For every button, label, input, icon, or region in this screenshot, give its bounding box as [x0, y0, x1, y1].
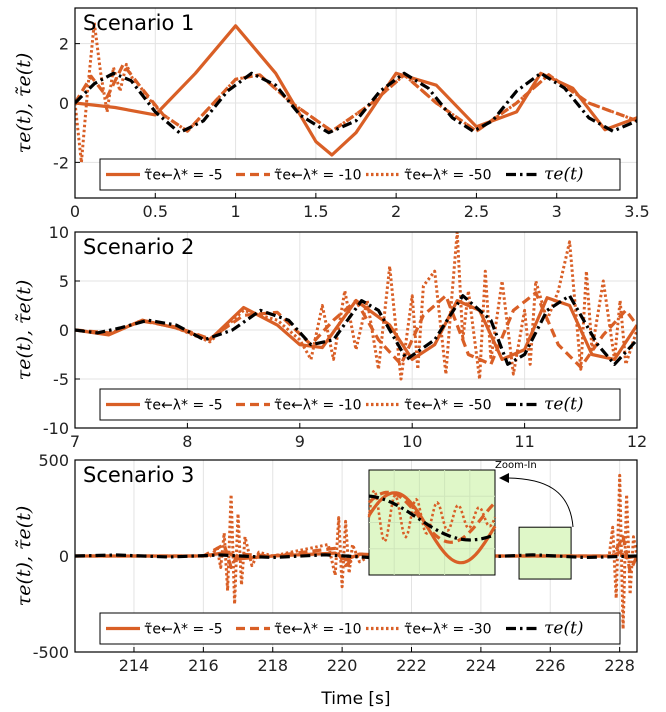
- y-tick-label: 5: [59, 272, 69, 291]
- x-tick-label: 3.5: [624, 202, 649, 221]
- legend-label: τ̃e←λ* = -50: [404, 168, 492, 184]
- x-tick-label: 1: [230, 202, 240, 221]
- series-line-0: [75, 24, 637, 157]
- legend-box: [99, 612, 621, 645]
- x-tick-label: 220: [327, 656, 358, 675]
- zoom-arrow-head: [499, 473, 509, 483]
- legend: τ̃e←λ* = -5 τ̃e←λ* = -10 τ̃e←λ* = -30 τe(t): [99, 612, 621, 645]
- y-axis-label: τe(t), τ̃e(t): [13, 280, 35, 381]
- x-tick-label: 7: [70, 432, 80, 451]
- y-tick-label: 0: [59, 547, 69, 566]
- legend-label: τe(t): [544, 395, 584, 415]
- x-tick-label: 216: [188, 656, 219, 675]
- axes-frame: [74, 231, 638, 429]
- axes-frame: [74, 459, 638, 653]
- legend-label: τ̃e←λ* = -10: [274, 398, 362, 414]
- panel-2: 7 8 9 10 11 12 -10 -5 0 5 10 τe(t), τ̃e(t) Scenario …: [13, 223, 647, 451]
- y-tick-label: 2: [59, 35, 69, 54]
- series-line-3: [75, 71, 637, 135]
- legend-label: τ̃e←λ* = -5: [144, 168, 223, 184]
- panel-title: Scenario 1: [83, 11, 194, 35]
- x-tick-label: 0: [70, 202, 80, 221]
- zoom-source-box: [518, 526, 572, 580]
- legend-label: τ̃e←λ* = -30: [404, 622, 492, 638]
- legend: τ̃e←λ* = -5 τ̃e←λ* = -10 τ̃e←λ* = -50 τe(t): [99, 388, 621, 421]
- x-tick-label: 226: [535, 656, 566, 675]
- zoom-in-label: Zoom-In: [495, 460, 537, 471]
- x-tick-label: 12: [627, 432, 647, 451]
- x-tick-label: 10: [402, 432, 422, 451]
- x-tick-label: 11: [514, 432, 534, 451]
- legend-label: τ̃e←λ* = -5: [144, 622, 223, 638]
- y-axis-label: τe(t), τ̃e(t): [13, 53, 35, 154]
- legend-label: τ̃e←λ* = -5: [144, 398, 223, 414]
- y-tick-label: 0: [59, 321, 69, 340]
- y-tick-label: -500: [33, 643, 69, 662]
- legend-label: τ̃e←λ* = -10: [274, 168, 362, 184]
- legend-label: τe(t): [544, 165, 584, 185]
- zoom-series-solid: [367, 491, 497, 565]
- legend-label: τe(t): [544, 619, 584, 639]
- y-tick-label: 10: [49, 223, 69, 242]
- series-line-3: [75, 294, 637, 366]
- series-line-3: [75, 552, 637, 560]
- y-axis-label: τe(t), τ̃e(t): [13, 506, 35, 607]
- x-tick-label: 222: [396, 656, 427, 675]
- y-tick-label: -2: [53, 153, 69, 172]
- series-group: [75, 232, 637, 381]
- legend-label: τ̃e←λ* = -50: [404, 398, 492, 414]
- x-tick-label: 1.5: [303, 202, 328, 221]
- y-tick-label: -5: [53, 370, 69, 389]
- x-tick-label: 218: [257, 656, 288, 675]
- zoom-arrow: [504, 477, 574, 528]
- series-group: [75, 473, 637, 631]
- x-tick-label: 224: [466, 656, 497, 675]
- x-tick-label: 2.5: [464, 202, 489, 221]
- series-line-1: [75, 291, 637, 369]
- panel-1: 0 0.5 1 1.5 2 2.5 3 3.5 -2 0 2 τe(t), τ̃e(t) Scenari…: [13, 7, 650, 221]
- legend: τ̃e←λ* = -5 τ̃e←λ* = -10 τ̃e←λ* = -50 τe(t): [99, 158, 621, 191]
- x-tick-label: 2: [391, 202, 401, 221]
- panel-title: Scenario 2: [83, 235, 194, 259]
- x-axis-label: Time [s]: [320, 689, 390, 709]
- panel-3: 214 216 218 220 222 224 226 228 -500 0 500 τe(t), τ…: [13, 451, 638, 675]
- x-tick-label: 228: [604, 656, 635, 675]
- y-tick-label: -10: [43, 419, 69, 438]
- legend-label: τ̃e←λ* = -10: [274, 622, 362, 638]
- x-tick-label: 9: [295, 432, 305, 451]
- y-tick-label: 500: [38, 451, 69, 470]
- x-tick-label: 0.5: [143, 202, 168, 221]
- series-line-2: [75, 473, 637, 631]
- axes-frame: [74, 7, 638, 199]
- x-tick-label: 214: [119, 656, 150, 675]
- y-tick-label: 0: [59, 94, 69, 113]
- series-line-1: [75, 535, 637, 573]
- panel-title: Scenario 3: [83, 463, 194, 487]
- x-tick-label: 8: [182, 432, 192, 451]
- zoom-series-dashdot: [368, 494, 496, 542]
- zoom-series-dashed: [367, 490, 497, 544]
- series-group: [75, 21, 637, 164]
- zoom-series-dotted: [367, 488, 497, 544]
- x-tick-label: 3: [552, 202, 562, 221]
